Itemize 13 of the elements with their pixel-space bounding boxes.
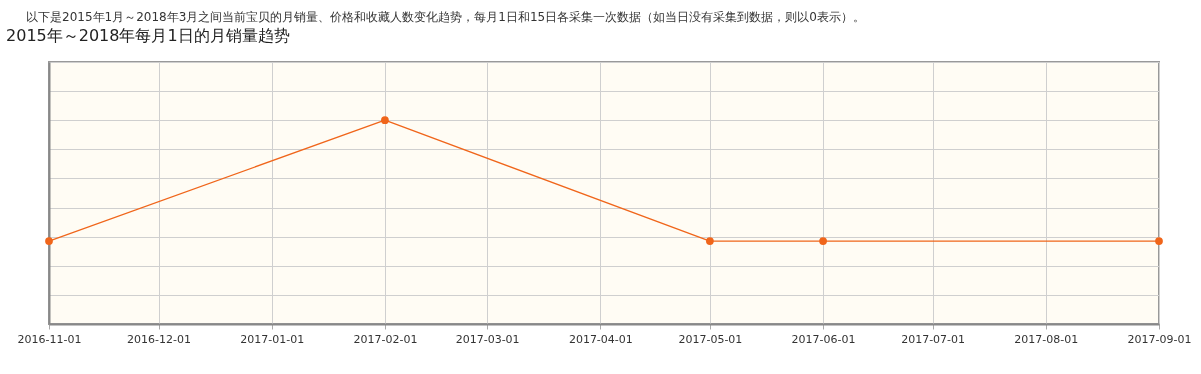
x-tick-label: 2017-05-01 (678, 332, 743, 346)
x-tick-label: 2016-11-01 (17, 332, 82, 346)
chart-title: 2015年～2018年每月1日的月销量趋势 (6, 26, 290, 45)
x-tick-label: 2017-02-01 (353, 332, 418, 346)
x-tick-label: 2017-01-01 (240, 332, 305, 346)
x-tick-label: 2017-06-01 (791, 332, 856, 346)
x-tick-label: 2017-09-01 (1127, 332, 1192, 346)
x-tick-label: 2017-07-01 (901, 332, 966, 346)
x-tick-label: 2016-12-01 (127, 332, 192, 346)
x-tick-label: 2017-04-01 (568, 332, 633, 346)
chart-subtitle: 以下是2015年1月～2018年3月之间当前宝贝的月销量、价格和收藏人数变化趋势，每月1日和15日各采集一次数据（如当日没有采集到数据，则以0表示）。 (26, 9, 865, 26)
x-tick-label: 2017-08-01 (1014, 332, 1079, 346)
x-tick-label: 2017-03-01 (455, 332, 520, 346)
